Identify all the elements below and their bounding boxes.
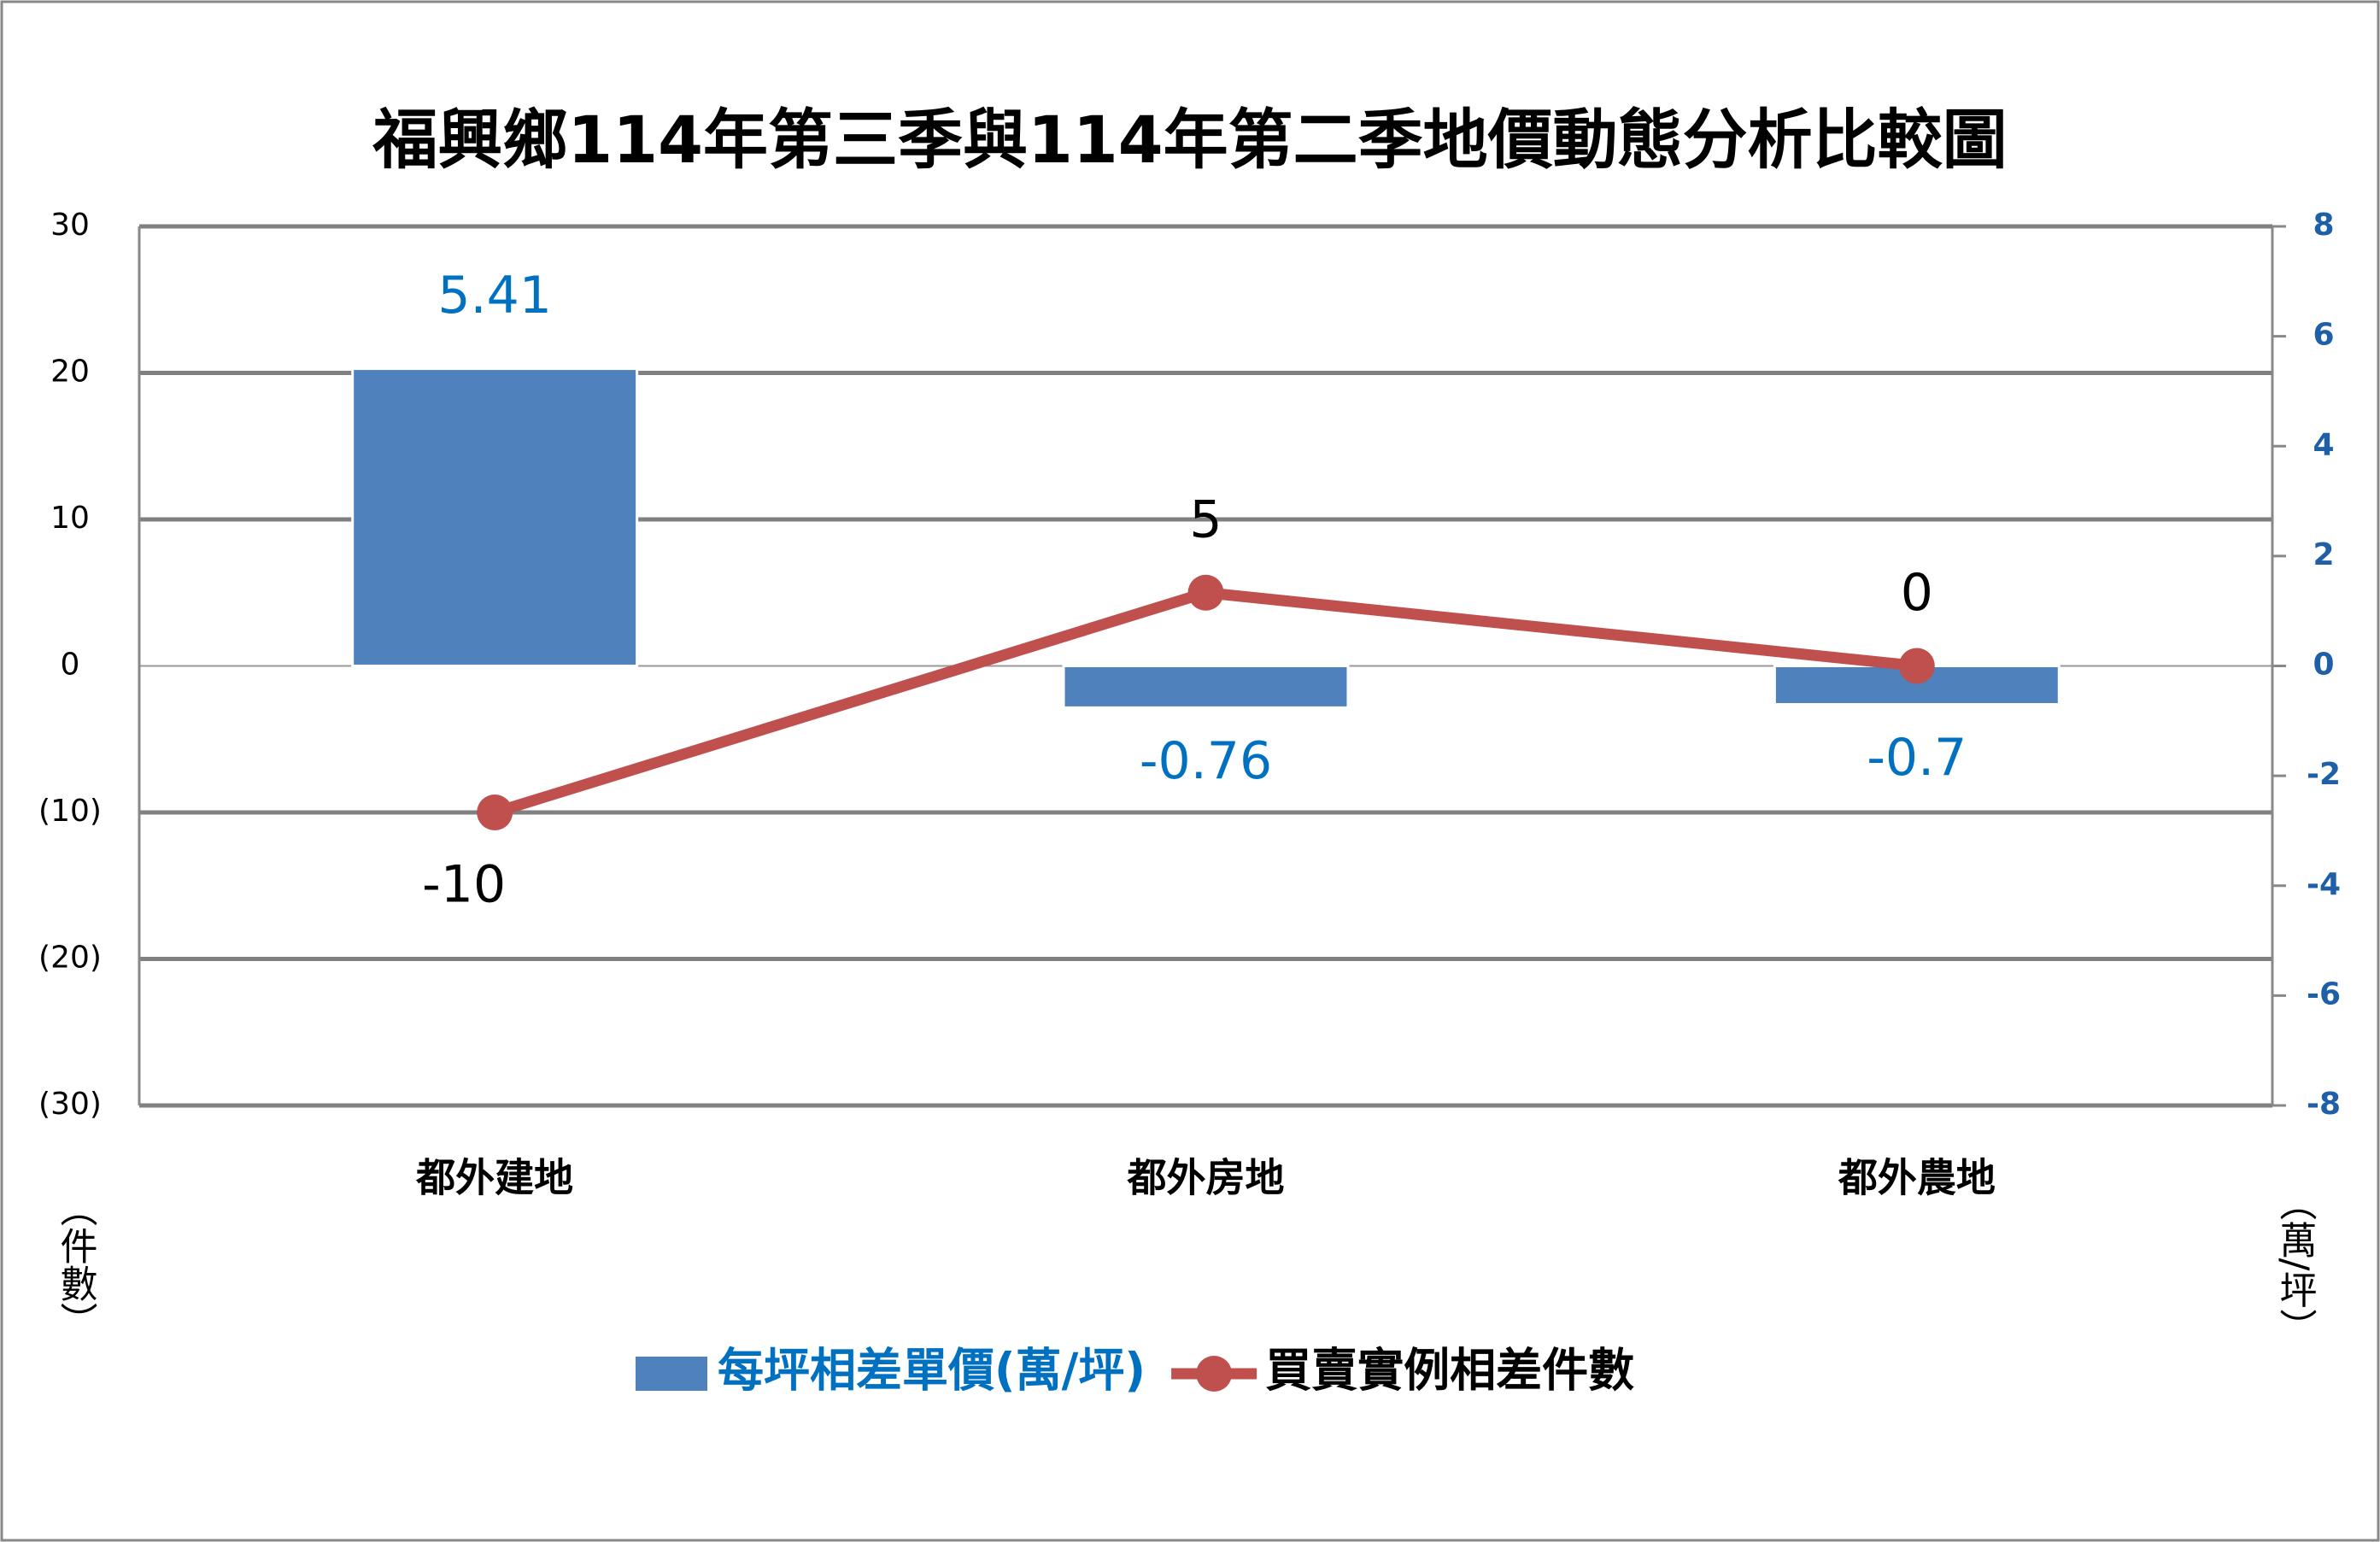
x-tick-label: 都外農地 [1838,1155,1996,1201]
y2-tick-label: 4 [2313,427,2334,462]
y-tick-label: 30 [50,208,90,243]
legend-label: 每坪相差單價(萬/坪) [718,1344,1146,1398]
bar-value-label: -0.7 [1867,728,1967,788]
bar [1062,665,1350,709]
y-axis-label: （件數） [54,1189,97,1340]
y-tick-label: 10 [50,501,90,536]
y2-tick-label: 8 [2313,208,2334,243]
legend-label: 買賣實例相差件數 [1265,1344,1634,1398]
x-tick-label: 都外房地 [1127,1155,1285,1201]
line-marker [1187,574,1224,611]
line-value-label: 0 [1901,563,1933,623]
line-marker [477,794,513,830]
line-marker [1898,648,1935,684]
y-tick-label: 20 [50,355,90,390]
line-value-label: 5 [1189,490,1222,549]
y2-tick-label: -8 [2307,1087,2341,1122]
y2-tick-label: 0 [2313,648,2334,683]
y2-tick-label: 6 [2313,318,2334,353]
y2-tick-label: 2 [2313,537,2334,572]
bar-value-label: 5.41 [437,266,552,325]
y-tick-label: (20) [38,941,102,976]
x-tick-label: 都外建地 [415,1155,573,1201]
y2-tick-label: -6 [2307,976,2341,1011]
chart-title: 福興鄉114年第三季與114年第二季地價動態分析比較圖 [372,102,2007,178]
y2-tick-label: -4 [2307,867,2341,902]
legend-marker [1196,1356,1233,1392]
bar-value-label: -0.76 [1140,731,1272,791]
y-tick-label: (10) [38,794,102,829]
legend-swatch [636,1357,707,1391]
y2-axis-label: （萬/坪） [2273,1183,2317,1346]
y2-tick-label: -2 [2307,757,2341,792]
line-value-label: -10 [422,855,506,915]
bar [351,367,639,667]
y-tick-label: (30) [38,1087,102,1122]
y-tick-label: 0 [61,648,80,683]
